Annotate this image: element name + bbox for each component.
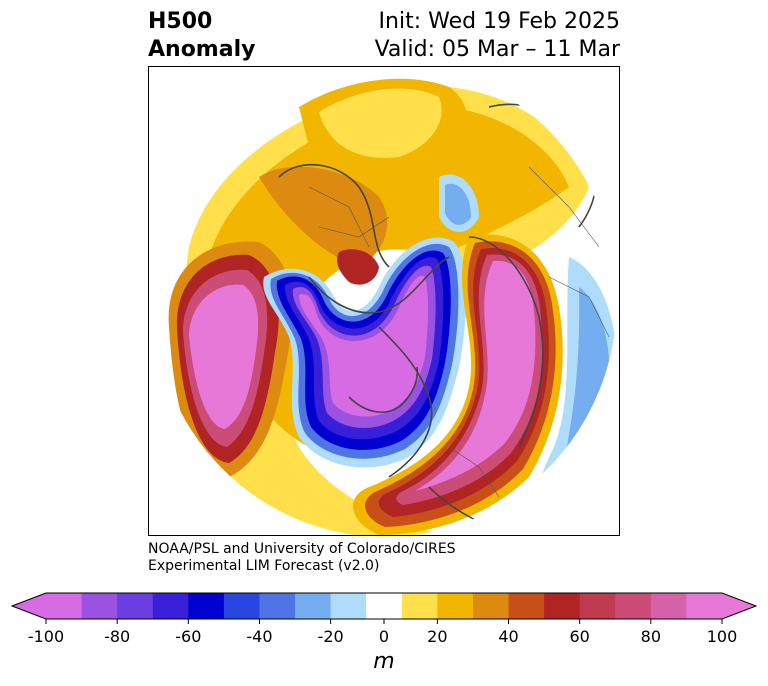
variable-title: H500 xyxy=(148,9,213,34)
colorbar-tick-label: -60 xyxy=(175,627,202,646)
colorbar-tick-label: 80 xyxy=(640,627,662,646)
colorbar-bin xyxy=(366,593,403,619)
colorbar-bin xyxy=(223,593,260,619)
chart-title-block: H500 Anomaly xyxy=(148,8,255,64)
valid-range: Valid: 05 Mar – 11 Mar xyxy=(374,37,620,62)
colorbar-tick-label: 20 xyxy=(427,627,448,646)
borders xyxy=(308,166,610,498)
colorbar-bin xyxy=(295,593,332,619)
colorbar-bin xyxy=(188,593,225,619)
colorbar-extend-low xyxy=(12,593,46,619)
colorbar-bin xyxy=(615,593,652,619)
colorbar-tick-label: -20 xyxy=(317,627,344,646)
colorbar-bin xyxy=(472,593,510,619)
colorbar-bin xyxy=(686,593,723,619)
anomaly-map xyxy=(148,66,620,536)
colorbar-units-label: m xyxy=(373,649,395,674)
field-title: Anomaly xyxy=(148,37,256,62)
colorbar-bin xyxy=(330,593,367,619)
colorbar-bin xyxy=(152,593,189,619)
colorbar xyxy=(10,592,758,624)
credit-text: NOAA/PSL and University of Colorado/CIRE… xyxy=(148,541,456,575)
colorbar-tick-label: -80 xyxy=(104,627,131,646)
colorbar-bin xyxy=(259,593,296,619)
colorbar-bin xyxy=(579,593,616,619)
colorbar-bin xyxy=(650,593,687,619)
atlantic-positive-anomaly xyxy=(352,234,563,535)
colorbar-bin xyxy=(117,593,154,619)
colorbar-tick-label: 100 xyxy=(706,627,738,646)
colorbar-tick-label: 0 xyxy=(378,627,390,646)
colorbar-bin xyxy=(508,593,545,619)
credit-line-2: Experimental LIM Forecast (v2.0) xyxy=(148,558,380,574)
colorbar-tick-labels: -100 -80 -60 -40 -20 0 20 40 60 80 100 xyxy=(0,627,768,647)
canada-arctic-negative-anomaly xyxy=(263,237,466,468)
colorbar-bin xyxy=(81,593,118,619)
colorbar-bin xyxy=(544,593,581,619)
colorbar-bin xyxy=(401,593,438,619)
colorbar-tick-label: -100 xyxy=(27,627,65,646)
north-pacific-positive-anomaly xyxy=(168,241,293,477)
colorbar-tick-label: 40 xyxy=(498,627,519,646)
colorbar-bin xyxy=(46,593,83,619)
polar-map-svg xyxy=(168,78,617,535)
colorbar-tick-label: -40 xyxy=(246,627,273,646)
colorbar-bin xyxy=(437,593,474,619)
init-date: Init: Wed 19 Feb 2025 xyxy=(378,9,620,34)
colorbar-extend-high xyxy=(722,593,756,619)
date-block: Init: Wed 19 Feb 2025 Valid: 05 Mar – 11… xyxy=(375,8,620,64)
colorbar-tick-label: 60 xyxy=(569,627,590,646)
credit-line-1: NOAA/PSL and University of Colorado/CIRE… xyxy=(148,541,456,557)
